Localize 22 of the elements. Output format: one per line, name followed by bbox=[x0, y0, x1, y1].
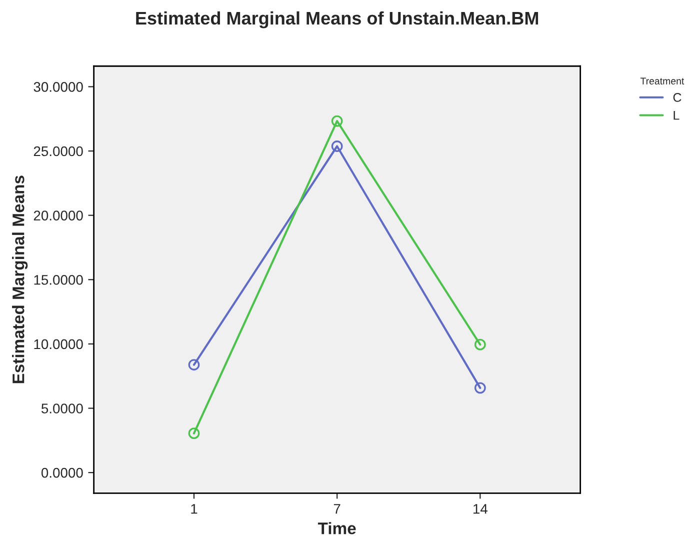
chart-title: Estimated Marginal Means of Unstain.Mean.BM bbox=[136, 11, 538, 28]
point bbox=[474, 382, 486, 394]
y-tick-label: 25.0000 bbox=[34, 146, 83, 156]
legend-label: L bbox=[674, 111, 680, 120]
y-tick-label: 5.0000 bbox=[41, 404, 83, 414]
y-axis-title: Estimated Marginal Means bbox=[12, 176, 28, 384]
x-tick-label: 7 bbox=[334, 504, 340, 514]
y-tick-label: 20.0000 bbox=[34, 210, 83, 220]
x-tick-label: 1 bbox=[191, 504, 198, 514]
y-tick-label: 10.0000 bbox=[34, 339, 83, 350]
point bbox=[188, 359, 200, 370]
legend-label: C bbox=[673, 93, 682, 102]
x-tick-label: 14 bbox=[474, 504, 488, 514]
point bbox=[188, 428, 200, 440]
point bbox=[331, 140, 343, 152]
y-tick-label: 30.0000 bbox=[34, 82, 83, 92]
legend-title: Treatment bbox=[640, 78, 684, 85]
y-tick-label: 15.0000 bbox=[34, 274, 83, 285]
y-tick-label: 0.0000 bbox=[41, 468, 83, 478]
point bbox=[331, 115, 343, 127]
point bbox=[474, 338, 486, 350]
x-axis-title: Time bbox=[318, 522, 356, 534]
